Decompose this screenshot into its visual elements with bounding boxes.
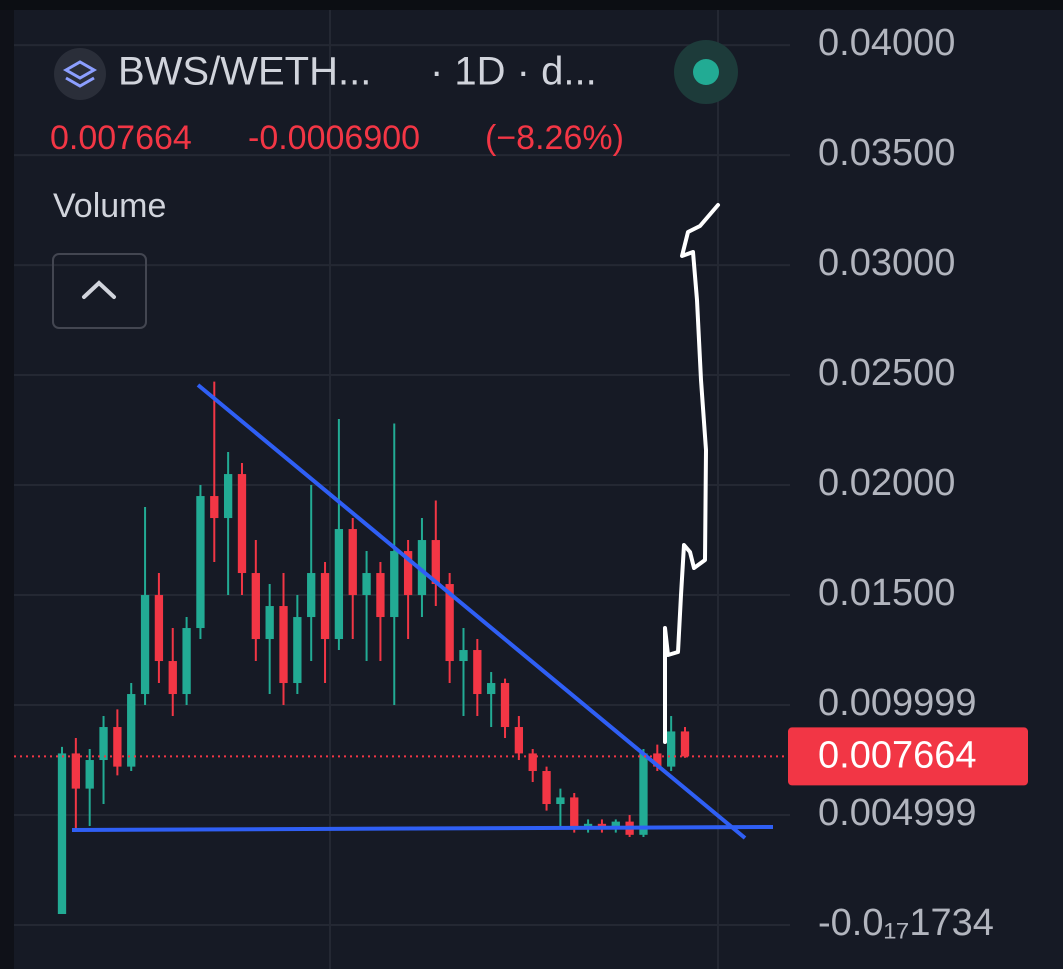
candle-body (583, 823, 593, 827)
y-tick-label: 0.004999 (818, 792, 977, 834)
candle-body (154, 595, 164, 662)
candle-body (182, 628, 191, 695)
candle-body (113, 727, 122, 767)
candle-body (514, 727, 524, 754)
candle-body (210, 496, 219, 519)
candle-body (334, 529, 344, 640)
y-tick-label: 0.009999 (818, 682, 977, 724)
y-tick-label: 0.03000 (818, 242, 955, 284)
candle-body (542, 771, 551, 805)
candle-body (445, 584, 454, 662)
last-price: 0.007664 (50, 119, 192, 157)
drawings (71, 203, 774, 840)
candle-body (473, 650, 482, 695)
collapse-button[interactable] (52, 253, 147, 329)
candle-body (237, 474, 247, 574)
candle-body (251, 573, 260, 640)
last-price-box (788, 727, 1028, 786)
status-dot (693, 59, 719, 85)
candle-body (348, 529, 357, 596)
candle-body (556, 797, 565, 805)
candles (57, 381, 690, 915)
token-icon-glyph (62, 60, 98, 88)
change-percent: (−8.26%) (485, 119, 624, 157)
y-tick-label: 0.04000 (818, 22, 955, 64)
candle-body (223, 474, 233, 519)
y-tick-label: 0.03500 (818, 132, 955, 174)
candle-body (85, 760, 94, 789)
candle-body (57, 753, 67, 915)
token-icon (54, 48, 106, 100)
change: -0.0006900 (248, 119, 420, 157)
candle-body (611, 821, 620, 829)
candle-body (196, 496, 205, 629)
candle-body (403, 551, 413, 596)
candle-body (487, 683, 496, 695)
candle-body (459, 650, 468, 662)
candle-body (390, 551, 399, 618)
chevron-up (82, 280, 116, 299)
support-line (71, 825, 774, 832)
candle-body (71, 753, 80, 789)
candle-body (570, 797, 579, 827)
last-price-label: 0.007664 (818, 734, 977, 776)
y-tick-label: -0.0₁₇1734 (818, 902, 994, 944)
interval: · 1D · d... (430, 50, 597, 94)
volume-label: Volume (53, 187, 166, 225)
candle-body (140, 595, 150, 695)
candle-body (417, 540, 427, 596)
candle-body (293, 617, 302, 684)
left-edge (0, 10, 14, 969)
candle-body (362, 573, 371, 596)
candle-body (265, 606, 274, 640)
trend-line (196, 383, 747, 840)
y-tick-label: 0.02000 (818, 462, 955, 504)
candle-body (680, 731, 690, 757)
candle-body (279, 606, 288, 684)
candle-body (528, 753, 537, 772)
candle-body (639, 753, 648, 835)
price-axis: 0.04000 0.03500 0.03000 0.02500 0.02000 0.015… (14, 22, 1028, 944)
candle-body (431, 540, 440, 585)
candle-body (320, 573, 330, 640)
candle-body (376, 573, 385, 618)
candle-body (500, 683, 510, 728)
y-tick-label: 0.01500 (818, 572, 955, 614)
candle-body (127, 694, 136, 767)
candle-body (667, 731, 676, 767)
hand-drawn-arrow (663, 203, 720, 744)
legend-header: BWS/WETH... · 1D · d... 0.007664 -0.0006… (50, 40, 738, 329)
pair-name: BWS/WETH... (118, 50, 371, 94)
top-strip (0, 0, 1063, 10)
candle-body (99, 727, 108, 761)
candle-body (653, 753, 662, 767)
candle-body (307, 573, 316, 618)
candle-body (168, 661, 177, 695)
y-tick-label: 0.02500 (818, 352, 955, 394)
